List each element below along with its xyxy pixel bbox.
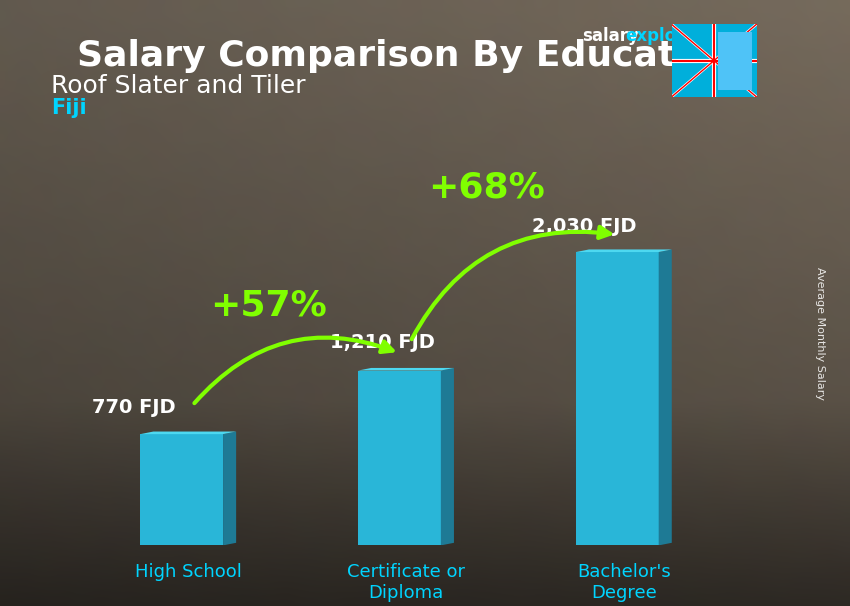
Text: salary: salary — [582, 27, 639, 45]
Text: 1,210 FJD: 1,210 FJD — [330, 333, 434, 351]
Polygon shape — [576, 250, 672, 252]
Polygon shape — [223, 431, 236, 545]
Text: Certificate or
Diploma: Certificate or Diploma — [347, 563, 465, 602]
Text: Salary Comparison By Education: Salary Comparison By Education — [77, 39, 739, 73]
Bar — [358, 370, 441, 545]
Bar — [140, 434, 223, 545]
Text: Average Monthly Salary: Average Monthly Salary — [815, 267, 825, 400]
Text: 770 FJD: 770 FJD — [92, 398, 176, 417]
Bar — [576, 252, 659, 545]
Polygon shape — [659, 250, 672, 545]
Text: explorer.com: explorer.com — [626, 27, 747, 45]
Bar — [718, 32, 752, 90]
Text: Bachelor's
Degree: Bachelor's Degree — [577, 563, 671, 602]
Text: High School: High School — [135, 563, 241, 581]
Text: +57%: +57% — [211, 288, 327, 322]
Polygon shape — [358, 368, 454, 370]
Polygon shape — [441, 368, 454, 545]
Text: 2,030 FJD: 2,030 FJD — [532, 217, 637, 236]
Text: Roof Slater and Tiler: Roof Slater and Tiler — [51, 74, 306, 98]
Text: Fiji: Fiji — [51, 98, 87, 118]
Text: +68%: +68% — [428, 170, 545, 204]
Polygon shape — [140, 431, 236, 434]
